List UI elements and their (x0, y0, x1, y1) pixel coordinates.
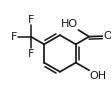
Text: F: F (11, 32, 17, 42)
Text: HO: HO (61, 19, 78, 29)
Text: F: F (28, 49, 34, 59)
Text: O: O (103, 31, 111, 41)
Text: F: F (28, 15, 34, 25)
Text: OH: OH (89, 71, 107, 81)
